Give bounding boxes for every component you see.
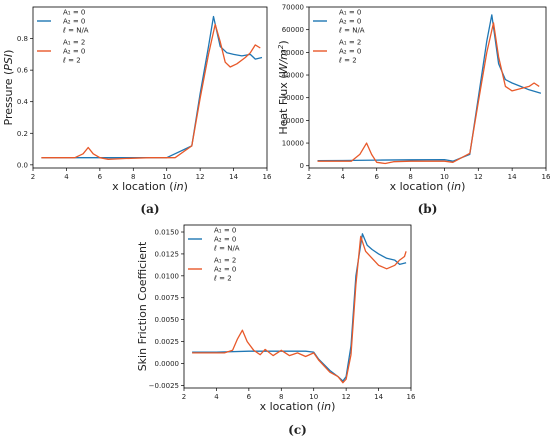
y-tick-label: 0.0 bbox=[17, 161, 28, 169]
y-tick-label: 0.8 bbox=[17, 35, 28, 43]
plot-area-frame bbox=[308, 6, 547, 169]
x-tick-label: 6 bbox=[374, 173, 379, 181]
legend-entry-text: ℓ = N/A bbox=[338, 27, 365, 35]
y-tick-label: 0.0125 bbox=[155, 250, 180, 258]
y-tick-label: 0.0100 bbox=[155, 272, 180, 280]
x-tick-label: 16 bbox=[542, 173, 550, 181]
x-tick-label: 14 bbox=[374, 393, 383, 401]
x-tick-label: 14 bbox=[229, 173, 238, 181]
legend-entry-text: ℓ = N/A bbox=[213, 245, 240, 253]
legend-entry-text: A₂ = 0 bbox=[63, 48, 85, 56]
x-tick-label: 6 bbox=[98, 173, 103, 181]
x-axis-label: x location (in) bbox=[390, 180, 466, 193]
x-tick-label: 14 bbox=[508, 173, 517, 181]
x-tick-label: 12 bbox=[196, 173, 205, 181]
plot-area-frame bbox=[32, 6, 268, 169]
legend-entry-text: A₂ = 0 bbox=[339, 18, 361, 26]
x-tick-label: 4 bbox=[64, 173, 69, 181]
x-tick-label: 10 bbox=[440, 173, 449, 181]
y-tick-label: 40000 bbox=[282, 72, 304, 80]
x-tick-label: 2 bbox=[307, 173, 311, 181]
y-tick-label: 0.0000 bbox=[155, 360, 180, 368]
legend-entry-text: ℓ = N/A bbox=[62, 27, 89, 35]
panel-label: (b) bbox=[418, 202, 438, 216]
series-line-2 bbox=[192, 235, 407, 384]
x-tick-label: 4 bbox=[341, 173, 346, 181]
panel-a-pressure-chart: 2 4 6 8 10 12 14 160.00.20.40.60.8A₁ = 0A₂ = 0ℓ… bbox=[2, 6, 272, 216]
y-tick-label: 0 bbox=[300, 162, 304, 170]
y-tick-label: 0.0150 bbox=[155, 229, 180, 237]
y-tick-label: 20000 bbox=[282, 117, 304, 125]
legend-entry-text: A₂ = 0 bbox=[63, 18, 85, 26]
legend-entry-text: A₁ = 0 bbox=[339, 9, 361, 17]
legend-entry-text: A₂ = 0 bbox=[339, 48, 361, 56]
panel-c-skin-friction-chart: 2 4 6 8 10 12 14 16 −0.0025 0.0000 0.0025 0.0050 0.0… bbox=[136, 224, 416, 437]
panel-b-heat-flux-chart: 2 4 6 8 10 12 14 16 0 10000 20000 30000 40000 50000 60… bbox=[277, 4, 550, 217]
x-tick-label: 16 bbox=[407, 393, 416, 401]
x-tick-label: 10 bbox=[309, 393, 318, 401]
x-tick-label: 2 bbox=[182, 393, 186, 401]
legend-entry-text: ℓ = 2 bbox=[338, 57, 357, 65]
series-line-1 bbox=[41, 15, 263, 159]
series-line-2 bbox=[317, 22, 540, 165]
y-tick-label: 50000 bbox=[282, 49, 304, 57]
x-tick-label: 6 bbox=[247, 393, 252, 401]
series-line-1 bbox=[317, 14, 542, 162]
legend-entry-text: A₁ = 0 bbox=[63, 9, 85, 17]
x-axis-label: x location (in) bbox=[260, 400, 336, 413]
x-tick-label: 12 bbox=[474, 173, 483, 181]
plot-area-frame bbox=[183, 224, 412, 389]
x-tick-label: 2 bbox=[31, 173, 35, 181]
legend-entry-text: ℓ = 2 bbox=[213, 275, 232, 283]
x-tick-label: 10 bbox=[162, 173, 171, 181]
x-tick-label: 8 bbox=[408, 173, 412, 181]
x-tick-label: 4 bbox=[214, 393, 219, 401]
series-line-2 bbox=[41, 23, 261, 160]
y-axis-label: Skin Friction Coefficient bbox=[136, 241, 149, 371]
y-tick-label: 30000 bbox=[282, 94, 304, 102]
y-tick-label: −0.0025 bbox=[149, 382, 179, 390]
legend-entry-text: A₁ = 2 bbox=[63, 39, 85, 47]
panel-label: (c) bbox=[288, 423, 307, 437]
y-tick-label: 10000 bbox=[282, 140, 304, 148]
legend-entry-text: A₂ = 0 bbox=[214, 266, 236, 274]
x-tick-label: 16 bbox=[263, 173, 272, 181]
y-tick-label: 0.6 bbox=[17, 67, 29, 75]
legend-entry-text: A₁ = 2 bbox=[214, 257, 236, 265]
y-tick-label: 0.0075 bbox=[155, 294, 180, 302]
y-tick-label: 0.2 bbox=[17, 130, 28, 138]
legend-entry-text: ℓ = 2 bbox=[62, 57, 81, 65]
x-tick-label: 12 bbox=[342, 393, 351, 401]
legend-entry-text: A₁ = 2 bbox=[339, 39, 361, 47]
legend-entry-text: A₁ = 0 bbox=[214, 227, 236, 235]
x-tick-label: 8 bbox=[131, 173, 135, 181]
y-tick-label: 70000 bbox=[282, 4, 304, 12]
x-axis-label: x location (in) bbox=[112, 180, 188, 193]
legend-entry-text: A₂ = 0 bbox=[214, 236, 236, 244]
y-tick-label: 0.0050 bbox=[155, 316, 180, 324]
y-tick-label: 0.0025 bbox=[155, 338, 180, 346]
y-axis-label: Pressure (PSI) bbox=[2, 50, 15, 126]
x-tick-label: 8 bbox=[279, 393, 283, 401]
panel-label: (a) bbox=[140, 202, 159, 216]
y-tick-label: 0.4 bbox=[17, 98, 29, 106]
y-axis-label: Heat Flux (W/m2) bbox=[277, 40, 290, 134]
y-tick-label: 60000 bbox=[282, 26, 304, 34]
